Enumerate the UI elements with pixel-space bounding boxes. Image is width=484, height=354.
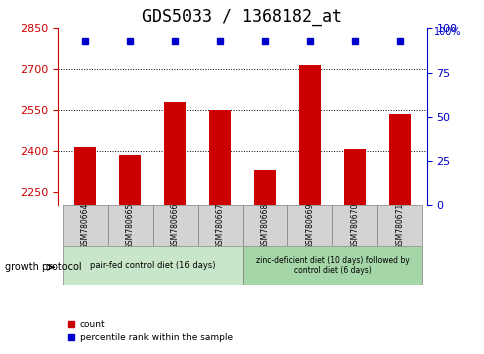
FancyBboxPatch shape [242, 205, 287, 246]
Text: growth protocol: growth protocol [5, 262, 81, 272]
FancyBboxPatch shape [152, 205, 197, 246]
Bar [253, 170, 276, 205]
Bar [164, 102, 186, 205]
Text: GSM780671: GSM780671 [394, 202, 404, 249]
FancyBboxPatch shape [197, 205, 242, 246]
Bar [208, 110, 231, 205]
Text: GSM780670: GSM780670 [349, 202, 359, 249]
Text: GSM780668: GSM780668 [260, 202, 269, 249]
FancyBboxPatch shape [62, 205, 107, 246]
Text: zinc-deficient diet (10 days) followed by
control diet (6 days): zinc-deficient diet (10 days) followed b… [255, 256, 408, 275]
FancyBboxPatch shape [242, 246, 422, 285]
Text: GSM780664: GSM780664 [80, 202, 90, 249]
Bar [343, 149, 365, 205]
Title: GDS5033 / 1368182_at: GDS5033 / 1368182_at [142, 8, 342, 25]
FancyBboxPatch shape [332, 205, 377, 246]
Text: GSM780665: GSM780665 [125, 202, 135, 249]
FancyBboxPatch shape [377, 205, 422, 246]
Text: 100%: 100% [433, 27, 461, 37]
Bar [388, 114, 410, 205]
Bar [119, 155, 141, 205]
Bar [298, 65, 320, 205]
Bar [74, 147, 96, 205]
Text: GSM780666: GSM780666 [170, 202, 179, 249]
Text: GSM780669: GSM780669 [305, 202, 314, 249]
FancyBboxPatch shape [287, 205, 332, 246]
Text: GSM780667: GSM780667 [215, 202, 224, 249]
FancyBboxPatch shape [62, 246, 242, 285]
FancyBboxPatch shape [107, 205, 152, 246]
Text: pair-fed control diet (16 days): pair-fed control diet (16 days) [90, 261, 215, 270]
Legend: count, percentile rank within the sample: count, percentile rank within the sample [62, 316, 236, 346]
